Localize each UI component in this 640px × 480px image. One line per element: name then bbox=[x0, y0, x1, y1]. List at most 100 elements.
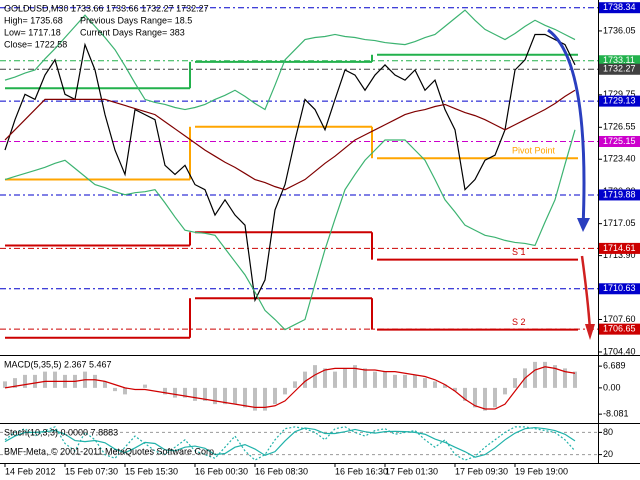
histogram-bar bbox=[343, 368, 347, 388]
level-box bbox=[599, 323, 640, 335]
y-tick-label: 1723.40 bbox=[603, 154, 636, 164]
pivot-label: Pivot Point bbox=[512, 146, 556, 156]
histogram-bar bbox=[33, 374, 37, 388]
level-label: 1706.65 bbox=[603, 324, 636, 334]
y-tick-label: 1726.55 bbox=[603, 122, 636, 132]
indicator-line bbox=[4, 9, 576, 111]
histogram-bar bbox=[543, 361, 547, 388]
level-label: 1710.63 bbox=[603, 283, 636, 293]
histogram-bar bbox=[313, 365, 317, 388]
histogram-bar bbox=[303, 371, 307, 388]
price-line bbox=[4, 33, 576, 303]
x-tick-label: 17 Feb 09:30 bbox=[455, 466, 508, 476]
histogram-bar bbox=[493, 387, 497, 408]
level-label: 1725.15 bbox=[603, 136, 636, 146]
histogram-bar bbox=[463, 387, 467, 401]
histogram-bar bbox=[413, 374, 417, 388]
histogram-bar bbox=[233, 387, 237, 405]
histogram-bar bbox=[573, 371, 577, 388]
pivot-label: S 1 bbox=[512, 247, 526, 257]
histogram-bar bbox=[373, 371, 377, 388]
panel-title: GOLDUSD,M30 1733.66 1733.66 1732.27 1732… bbox=[4, 3, 209, 13]
info-text: Previous Days Range= 18.5 bbox=[80, 15, 192, 25]
level-box bbox=[599, 2, 640, 14]
level-label: 1714.61 bbox=[603, 243, 636, 253]
arrows bbox=[547, 28, 595, 340]
x-tick-label: 16 Feb 16:30 bbox=[335, 466, 388, 476]
histogram-bar bbox=[393, 374, 397, 388]
level-box bbox=[599, 283, 640, 295]
histogram-bar bbox=[333, 371, 337, 388]
histogram-bar bbox=[243, 387, 247, 408]
histogram-bar bbox=[533, 361, 537, 388]
y-tick-label: 1736.05 bbox=[603, 25, 636, 35]
histogram-bar bbox=[103, 381, 107, 388]
histogram-bar bbox=[143, 384, 147, 388]
histogram-bar bbox=[433, 381, 437, 388]
x-tick-label: 16 Feb 00:30 bbox=[195, 466, 248, 476]
histogram-bar bbox=[183, 387, 187, 398]
histogram-bar bbox=[123, 387, 127, 395]
x-tick-label: 16 Feb 08:30 bbox=[255, 466, 308, 476]
indicator-line bbox=[4, 89, 576, 191]
histogram-bar bbox=[473, 387, 477, 408]
level-box bbox=[599, 95, 640, 107]
arrow-head bbox=[577, 218, 590, 232]
indicator-line bbox=[4, 366, 576, 410]
x-tick-label: 15 Feb 15:30 bbox=[125, 466, 178, 476]
level-label: 1738.34 bbox=[603, 2, 636, 12]
y-tick-label: 1707.60 bbox=[603, 314, 636, 324]
indicator-line bbox=[4, 426, 576, 461]
indicator-line bbox=[4, 426, 576, 458]
x-tick-label: 19 Feb 19:00 bbox=[515, 466, 568, 476]
histogram-bar bbox=[353, 365, 357, 388]
y-tick-label: 6.689 bbox=[603, 361, 626, 371]
level-label: 1729.13 bbox=[603, 95, 636, 105]
histogram-bar bbox=[383, 371, 387, 388]
y-tick-label: 20 bbox=[603, 449, 613, 459]
histogram-bar bbox=[23, 374, 27, 388]
level-box bbox=[599, 242, 640, 254]
y-tick-label: 80 bbox=[603, 427, 613, 437]
level-box bbox=[599, 135, 640, 147]
histogram-bar bbox=[213, 387, 217, 405]
y-tick-label: 1704.40 bbox=[603, 346, 636, 356]
histogram-bar bbox=[283, 387, 287, 395]
y-tick-label: 1717.05 bbox=[603, 218, 636, 228]
histogram-bar bbox=[263, 387, 267, 411]
histogram-bar bbox=[113, 387, 117, 392]
y-tick-label: 0.00 bbox=[603, 382, 621, 392]
info-text: Close= 1722.58 bbox=[4, 39, 67, 49]
level-box bbox=[599, 189, 640, 201]
histogram-bar bbox=[173, 387, 177, 398]
panel-title: Stoch(10,3,3) 0.0000 7.8883 bbox=[4, 427, 118, 437]
histogram-bar bbox=[323, 368, 327, 388]
histogram-bar bbox=[503, 387, 507, 395]
histogram-bar bbox=[93, 374, 97, 388]
level-box bbox=[599, 55, 640, 67]
histogram-bar bbox=[363, 368, 367, 388]
histogram-bar bbox=[563, 368, 567, 388]
histogram-bar bbox=[403, 374, 407, 388]
arrow-head bbox=[585, 324, 595, 340]
level-box bbox=[599, 63, 640, 75]
indicator-line bbox=[4, 129, 576, 331]
arrow-blue bbox=[547, 28, 586, 229]
histogram-bar bbox=[483, 387, 487, 411]
histogram-bar bbox=[293, 381, 297, 388]
x-tick-label: 17 Feb 01:30 bbox=[385, 466, 438, 476]
frame bbox=[0, 0, 640, 464]
y-tick-label: -8.081 bbox=[603, 409, 629, 419]
level-label: 1733.11 bbox=[603, 55, 635, 65]
histogram-bar bbox=[43, 371, 47, 388]
histogram-bar bbox=[163, 387, 167, 395]
histogram-bar bbox=[553, 365, 557, 388]
pivot-label: S 2 bbox=[512, 317, 526, 327]
info-text: Current Days Range= 383 bbox=[80, 27, 185, 37]
histogram-bar bbox=[423, 378, 427, 388]
x-tick-label: 15 Feb 07:30 bbox=[65, 466, 118, 476]
level-label: 1732.27 bbox=[603, 64, 636, 74]
x-tick-label: 14 Feb 2012 bbox=[5, 466, 56, 476]
histogram-bar bbox=[203, 387, 207, 401]
